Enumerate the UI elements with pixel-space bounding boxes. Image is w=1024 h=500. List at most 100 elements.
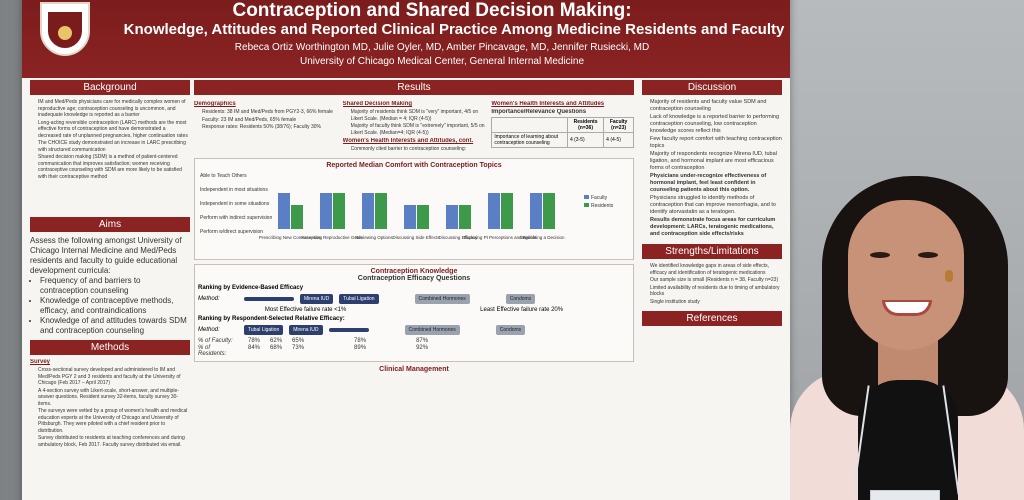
earring-icon: [945, 270, 953, 282]
comfort-category-label: Exploring Pt Perceptions and Beliefs: [464, 235, 538, 240]
legend-faculty: Faculty: [591, 195, 608, 201]
comfort-level-label: Able to Teach Others: [200, 173, 247, 179]
comfort-bar-residents: [459, 204, 471, 229]
comfort-category-label: Prescribing New Contraception: [259, 235, 322, 240]
method-pill: Condoms: [505, 293, 536, 304]
methods-survey-label: Survey: [30, 359, 51, 365]
comfort-chart-title: Reported Median Comfort with Contracepti…: [326, 161, 502, 169]
comfort-category-label: Discussing Efficacy: [439, 235, 478, 240]
discussion-header: Discussion: [642, 80, 782, 95]
comfort-bar-faculty: [278, 192, 290, 229]
comfort-bar-residents: [333, 192, 345, 229]
method-pill: Combined Hormones: [414, 293, 470, 304]
sdm-heading: Shared Decision Making: [342, 101, 413, 107]
comfort-chart-box: Reported Median Comfort with Contracepti…: [194, 157, 634, 260]
comfort-bar-faculty: [446, 204, 458, 229]
presenter-eye: [870, 252, 890, 258]
comfort-bar-residents: [543, 192, 555, 229]
efficacy-row-1: Method: Mirena IUD Tubal Ligation Combin…: [198, 293, 630, 304]
aims-item: Frequency of and barriers to contracepti…: [40, 276, 190, 296]
legend-faculty-swatch: [584, 194, 589, 199]
presenter-top: [858, 380, 958, 500]
least-effective-label: Least Effective failure rate 20%: [480, 306, 564, 313]
comfort-bar-residents: [291, 204, 303, 229]
poster-header: Contraception and Shared Decision Making…: [22, 0, 790, 78]
most-effective-label: Most Effective failure rate <1%: [264, 306, 347, 313]
poster-affiliation: University of Chicago Medical Center, Ge…: [299, 56, 585, 67]
background-line: Shared decision making (SDM) is a method…: [38, 154, 190, 180]
methods-text: Cross-sectional survey developed and adm…: [30, 367, 190, 448]
comfort-level-label: Perform with indirect supervision: [200, 215, 272, 221]
background-line: Long-acting reversible contraception (LA…: [38, 120, 190, 140]
comfort-level-label: Independent in some situations: [200, 201, 270, 207]
background-text: IM and Med/Peds physicians care for medi…: [30, 99, 190, 217]
methods-header: Methods: [30, 340, 190, 355]
name-badge: [870, 490, 940, 500]
left-column: Background IM and Med/Peds physicians ca…: [30, 80, 190, 449]
ranking-evidence: Ranking by Evidence-Based Efficacy: [198, 284, 304, 291]
whi-cont-heading: Women's Health Interests and Attitudes, …: [342, 138, 474, 144]
clinical-heading: Clinical Management: [379, 365, 449, 373]
results-top-row: Demographics Residents: 38 IM and Med/Pe…: [194, 99, 635, 154]
comfort-bar-faculty: [404, 204, 416, 229]
method-pill: [328, 327, 369, 332]
comfort-bar-faculty: [320, 192, 332, 229]
whi-heading: Women's Health Interests and Attitudes: [491, 101, 605, 107]
aims-intro: Assess the following amongst University …: [30, 236, 182, 275]
strengths-list: We identified knowledge gaps in areas of…: [642, 263, 782, 305]
results-header: Results: [194, 80, 634, 95]
aims-header: Aims: [30, 217, 190, 232]
comfort-bar-faculty: [530, 192, 542, 229]
comfort-bar-faculty: [362, 192, 374, 229]
aims-list: Frequency of and barriers to contracepti…: [30, 276, 190, 336]
knowledge-heading: Contraception Knowledge: [370, 267, 458, 275]
efficacy-questions-heading: Contraception Efficacy Questions: [357, 274, 471, 282]
comfort-category-label: Assessing Reproductive Goals: [301, 235, 363, 240]
comfort-category-label: Discussing Side Effects: [393, 235, 441, 240]
comfort-bar-faculty: [488, 192, 500, 229]
comfort-level-label: Independent in most situations: [200, 187, 268, 193]
presenter-eye: [918, 252, 938, 258]
references-header: References: [642, 311, 782, 326]
legend-residents: Residents: [591, 203, 614, 209]
comfort-bar-residents: [375, 192, 387, 229]
background-line: The CHOICE study demonstrated an increas…: [38, 140, 190, 153]
strengths-header: Strengths/Limitations: [642, 244, 782, 259]
method-pill: Mirena IUD: [300, 293, 334, 304]
presenter-face: [848, 200, 964, 350]
right-column: Discussion Majority of residents and fac…: [642, 80, 782, 330]
whi-priority-heading: Importance/Relevance Questions: [491, 109, 587, 115]
poster-authors: Rebeca Ortiz Worthington MD, Julie Oyler…: [234, 42, 650, 53]
poster-title: Contraception and Shared Decision Making…: [232, 0, 632, 21]
residents-pct-row: % of Residents: 84% 68% 73% 89% 92%: [198, 344, 429, 357]
whi-table: Residents (n=36) Faculty (n=23) Importanc…: [491, 117, 635, 148]
university-seal-icon: [40, 2, 90, 56]
comfort-bar-residents: [501, 192, 513, 229]
comfort-chart: Able to Teach Others Independent in most…: [200, 173, 614, 240]
method-pill: Combined Hormones: [404, 324, 460, 335]
background-header: Background: [30, 80, 190, 95]
efficacy-row-2: Method: Tubal Ligation Mirena IUD Combin…: [198, 324, 630, 335]
aims-item: Knowledge of and attitudes towards SDM a…: [40, 316, 190, 336]
method-pill: [244, 296, 294, 301]
background-line: IM and Med/Peds physicians care for medi…: [38, 99, 190, 119]
comfort-category-label: Negotiating a Decision: [519, 235, 565, 240]
comfort-category-label: Reviewing Options: [355, 235, 393, 240]
comfort-level-label: Perform w/direct supervision: [200, 229, 263, 235]
poster-subtitle: Knowledge, Attitudes and Reported Clinic…: [123, 21, 785, 38]
method-pill: Condoms: [495, 324, 526, 335]
faculty-pct-row: % of Faculty: 78% 62% 65% 78% 87%: [198, 337, 429, 344]
demographics-heading: Demographics: [194, 101, 236, 107]
method-pill: Mirena IUD: [289, 324, 323, 335]
aims-item: Knowledge of contraceptive methods, effi…: [40, 296, 190, 316]
results-column: Results Demographics Residents: 38 IM an…: [194, 80, 635, 373]
comfort-bar-residents: [417, 204, 429, 229]
legend-residents-swatch: [584, 202, 589, 207]
research-poster: Contraception and Shared Decision Making…: [22, 0, 790, 500]
method-pill: Tubal Ligation: [244, 324, 284, 335]
knowledge-box: Contraception Knowledge Contraception Ef…: [194, 263, 634, 362]
method-pill: Tubal Ligation: [339, 293, 379, 304]
discussion-list: Majority of residents and faculty value …: [642, 99, 782, 238]
ranking-respondent: Ranking by Respondent-Selected Relative …: [198, 315, 345, 322]
